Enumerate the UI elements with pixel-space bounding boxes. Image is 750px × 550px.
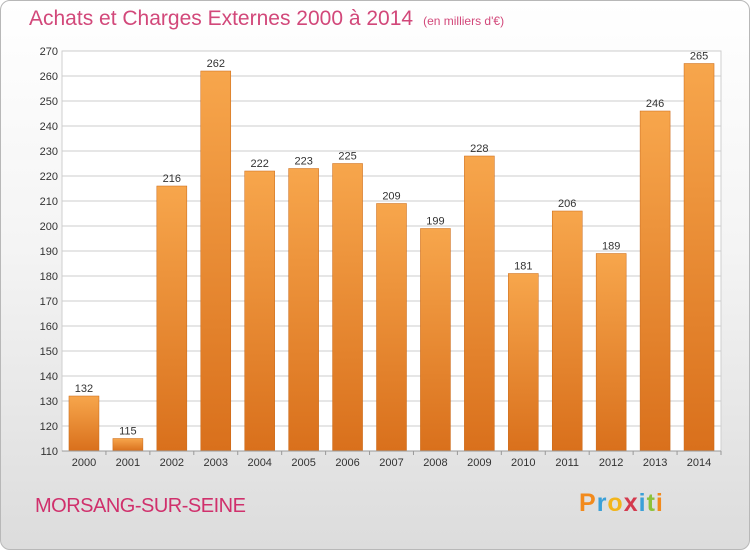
bar-value-label: 199: [426, 216, 444, 228]
bar: [639, 110, 671, 452]
bar: [112, 438, 144, 452]
y-tick-label: 140: [40, 371, 58, 383]
y-tick-label: 120: [40, 421, 58, 433]
chart-unit: (en milliers d'€): [423, 14, 505, 28]
y-tick-label: 260: [40, 71, 58, 83]
x-tick-label: 2013: [643, 457, 667, 469]
bar: [332, 163, 363, 452]
bar: [376, 203, 407, 452]
proxiti-logo: Proxiti: [579, 489, 664, 518]
y-tick-label: 270: [40, 46, 58, 58]
x-tick-label: 2000: [72, 457, 96, 469]
bar: [288, 168, 319, 452]
y-tick-label: 160: [40, 321, 58, 333]
x-tick-label: 2001: [116, 457, 140, 469]
y-tick-label: 240: [40, 121, 58, 133]
bar-value-label: 209: [382, 191, 400, 203]
bar-value-label: 265: [690, 51, 708, 63]
bar: [551, 210, 583, 452]
logo-letter-t: t: [646, 489, 656, 517]
bar-value-label: 206: [558, 198, 576, 210]
y-tick-label: 190: [40, 246, 58, 258]
logo-letter-r: r: [596, 489, 608, 517]
x-tick-label: 2002: [160, 457, 184, 469]
x-tick-label: 2005: [291, 457, 315, 469]
bar-value-label: 223: [294, 156, 312, 168]
bar: [595, 253, 627, 452]
bar: [420, 228, 451, 452]
y-tick-label: 170: [40, 296, 58, 308]
x-tick-label: 2011: [555, 457, 579, 469]
logo-letter-p: P: [579, 489, 597, 517]
logo-letter-x: x: [623, 489, 639, 517]
x-tick-label: 2003: [204, 457, 228, 469]
chart-title-text: Achats et Charges Externes 2000 à 2014: [29, 7, 414, 30]
bar-value-label: 225: [338, 151, 356, 163]
logo-letter-i-2: i: [655, 489, 664, 517]
bar: [683, 63, 715, 452]
y-tick-label: 230: [40, 146, 58, 158]
bar-value-label: 189: [602, 241, 620, 253]
bar-value-label: 228: [470, 143, 488, 155]
bar-value-label: 181: [514, 261, 532, 273]
y-tick-label: 220: [40, 171, 58, 183]
y-tick-label: 130: [40, 396, 58, 408]
bar-value-label: 246: [646, 98, 664, 110]
x-tick-label: 2008: [423, 457, 447, 469]
x-tick-label: 2006: [335, 457, 359, 469]
x-tick-label: 2004: [247, 457, 271, 469]
x-tick-label: 2012: [599, 457, 623, 469]
logo-letter-o: o: [607, 489, 624, 517]
y-tick-label: 110: [40, 446, 58, 458]
bar: [200, 70, 232, 452]
bar: [508, 273, 539, 452]
bar-value-label: 262: [207, 58, 225, 70]
x-tick-label: 2007: [379, 457, 403, 469]
y-tick-label: 200: [40, 221, 58, 233]
city-name: MORSANG-SUR-SEINE: [35, 495, 246, 517]
chart-title: Achats et Charges Externes 2000 à 2014 (e…: [29, 7, 504, 31]
bar: [68, 395, 100, 452]
y-tick-label: 250: [40, 96, 58, 108]
logo-letter-i: i: [638, 489, 647, 517]
bar-value-label: 115: [119, 426, 137, 438]
x-tick-label: 2009: [467, 457, 491, 469]
bar: [244, 170, 275, 452]
bar-value-label: 216: [163, 173, 181, 185]
y-tick-label: 210: [40, 196, 58, 208]
bar: [156, 185, 188, 452]
x-tick-label: 2010: [511, 457, 535, 469]
y-tick-label: 150: [40, 346, 58, 358]
bar: [464, 155, 495, 452]
bar-value-label: 132: [75, 383, 93, 395]
bar-value-label: 222: [251, 158, 269, 170]
y-tick-label: 180: [40, 271, 58, 283]
x-tick-label: 2014: [687, 457, 711, 469]
